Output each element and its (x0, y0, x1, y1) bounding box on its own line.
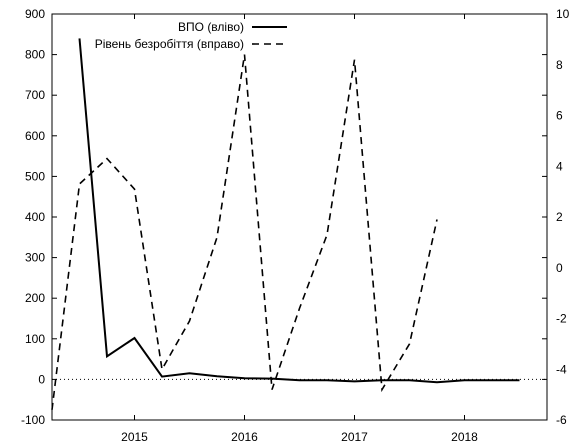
left-tick-label: 600 (25, 129, 45, 143)
x-axis-ticks: 2015 2016 2017 2018 (121, 14, 478, 444)
left-tick-label: 700 (25, 88, 45, 102)
unemployment-series-line (51, 54, 438, 410)
left-tick-label: 100 (25, 332, 45, 346)
x-tick-label: 2015 (121, 430, 148, 444)
right-tick-label: -6 (556, 413, 567, 427)
left-tick-label: 800 (25, 48, 45, 62)
left-tick-label: 200 (25, 291, 45, 305)
right-tick-label: 6 (556, 109, 563, 123)
legend: ВПО (вліво) Рівень безробіття (вправо) (95, 20, 287, 51)
left-tick-label: 300 (25, 251, 45, 265)
left-tick-label: 900 (25, 7, 45, 21)
right-tick-label: -2 (556, 312, 567, 326)
left-tick-label: 400 (25, 210, 45, 224)
legend-label: Рівень безробіття (вправо) (95, 37, 244, 51)
left-tick-label: 0 (38, 372, 45, 386)
legend-label: ВПО (вліво) (178, 20, 244, 34)
x-tick-label: 2016 (231, 430, 258, 444)
left-tick-label: 500 (25, 169, 45, 183)
right-tick-label: 8 (556, 58, 563, 72)
left-axis-ticks: -100 0 100 200 300 400 500 600 700 800 900 (21, 7, 547, 427)
idp-series-line (78, 38, 520, 384)
x-tick-label: 2018 (451, 430, 478, 444)
right-tick-label: 2 (556, 210, 563, 224)
right-tick-label: -4 (556, 362, 567, 376)
right-tick-label: 0 (556, 261, 563, 275)
right-tick-label: 4 (556, 159, 563, 173)
right-tick-label: 10 (556, 7, 570, 21)
series-layer (51, 38, 520, 410)
plot-frame (51, 13, 548, 421)
left-tick-label: -100 (21, 413, 45, 427)
right-axis-ticks: -6 -4 -2 0 2 4 6 8 10 (556, 7, 570, 427)
x-tick-label: 2017 (341, 430, 368, 444)
